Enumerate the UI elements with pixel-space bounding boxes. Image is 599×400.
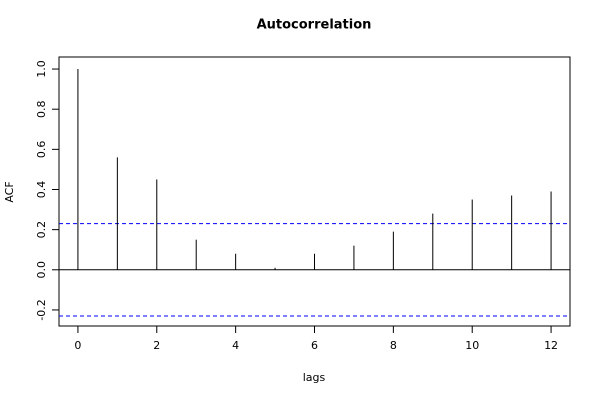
y-tick-label: 0.2 [35, 221, 48, 239]
y-axis-label: ACF [3, 181, 16, 202]
chart-title: Autocorrelation [257, 18, 372, 33]
plot-box [58, 56, 571, 327]
x-tick-label: 6 [311, 339, 318, 352]
x-tick-label: 10 [465, 339, 479, 352]
x-tick-label: 4 [232, 339, 239, 352]
x-tick-label: 8 [390, 339, 397, 352]
y-tick-label: 1.0 [35, 60, 48, 78]
y-tick-label: 0.0 [35, 261, 48, 279]
y-tick-label: 0.6 [35, 141, 48, 159]
x-tick-label: 0 [74, 339, 81, 352]
x-tick-label: 2 [153, 339, 160, 352]
x-tick-label: 12 [544, 339, 558, 352]
y-tick-label: 0.8 [35, 100, 48, 118]
x-axis-label: lags [303, 371, 326, 384]
y-tick-label: -0.2 [35, 299, 48, 320]
y-tick-label: 0.4 [35, 181, 48, 199]
